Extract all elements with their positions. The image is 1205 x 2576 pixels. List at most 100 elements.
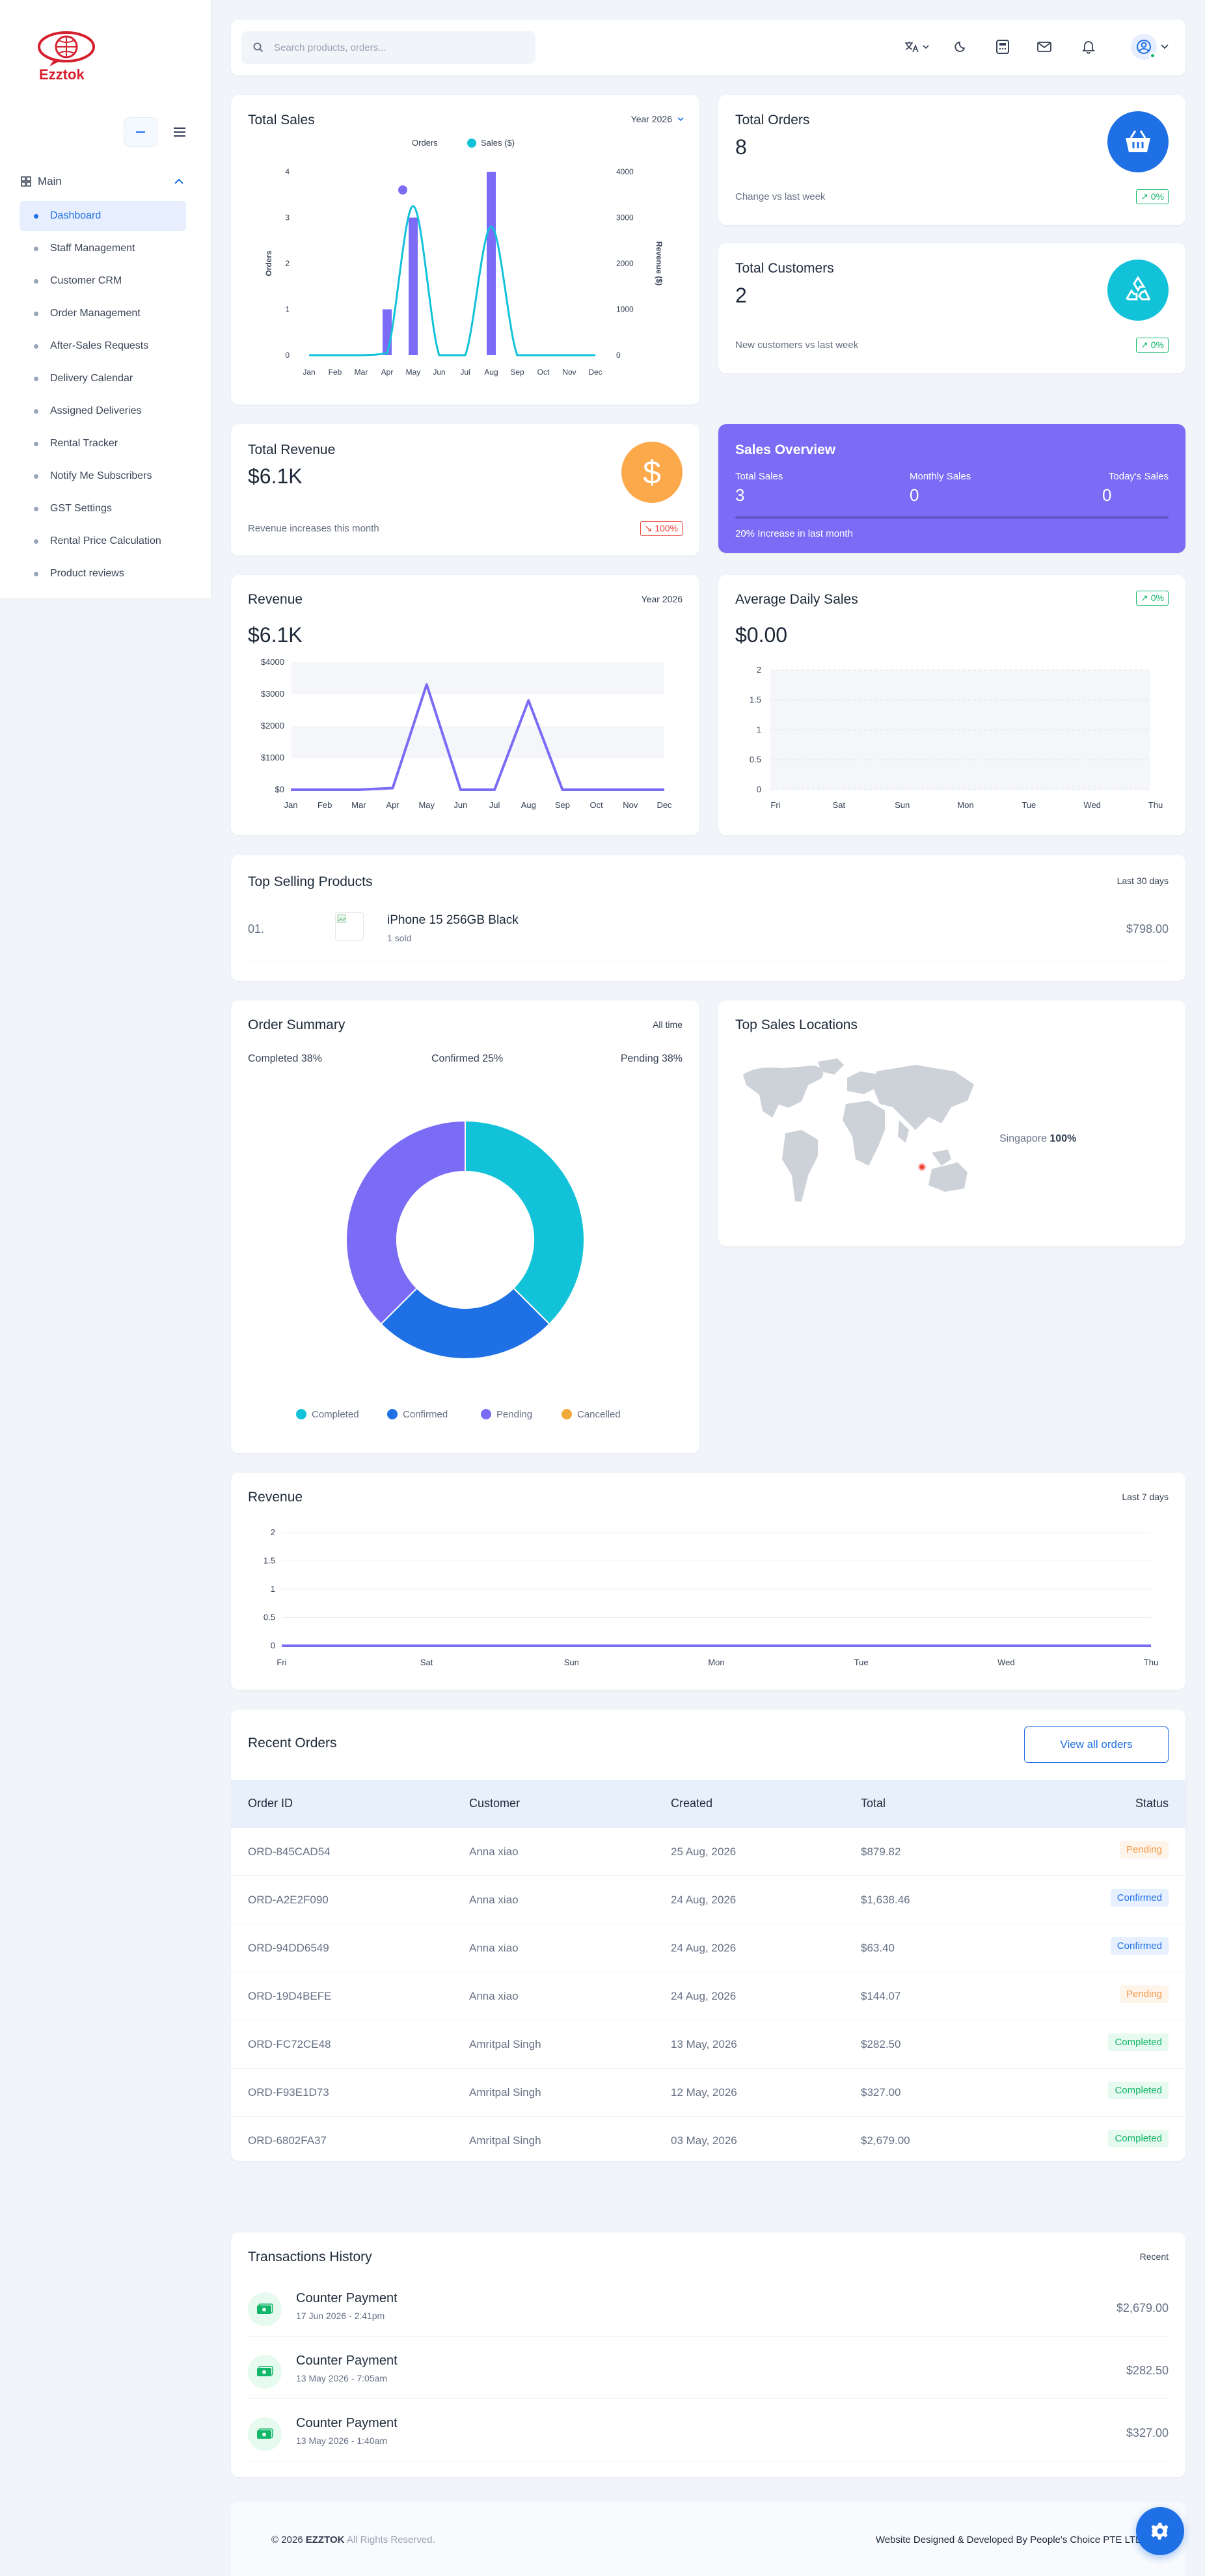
total-cell: $327.00 [861,2086,901,2099]
x-tick-label: Aug [484,368,498,377]
table-row[interactable]: ORD-94DD6549 Anna xiao 24 Aug, 2026 $63.40 C… [231,1924,1185,1972]
sidebar-item-rental-tracker[interactable]: Rental Tracker [20,429,186,459]
total-customers-change-badge: ↗ 0% [1136,338,1169,353]
customer-cell: Amritpal Singh [469,2038,541,2050]
sidebar-item-customer-crm[interactable]: Customer CRM [20,266,186,296]
messages-button[interactable] [1034,36,1055,57]
column-status[interactable]: Status [1135,1797,1169,1810]
x-tick-label: Jul [489,800,500,810]
menu-section-main[interactable]: Main [21,172,183,191]
orders-bar[interactable] [383,309,392,356]
order-id-cell[interactable]: ORD-A2E2F090 [248,1894,329,1906]
top-selling-title: Top Selling Products [248,874,373,889]
order-id-cell[interactable]: ORD-19D4BEFE [248,1990,332,2002]
transaction-item[interactable]: Counter Payment 17 Jun 2026 - 2:41pm $2,67… [248,2283,1169,2337]
sidebar-item-after-sales[interactable]: After-Sales Requests [20,331,186,361]
copyright: © 2026 EZZTOK All Rights Reserved. [271,2534,435,2545]
y-tick-label: 2 [271,1527,275,1537]
grid-band [291,726,664,758]
donut-slice-confirmed[interactable] [380,1287,550,1360]
sidebar-item-product-reviews[interactable]: Product reviews [20,559,186,589]
total-orders-card: Total Orders 8 Change vs last week ↗ 0% [718,95,1185,225]
x-tick-label: Nov [562,368,576,377]
top-bar: Search products, orders... [231,20,1185,75]
transaction-item[interactable]: Counter Payment 13 May 2026 - 7:05am $282.… [248,2346,1169,2399]
order-id-cell[interactable]: ORD-6802FA37 [248,2134,327,2147]
table-row[interactable]: ORD-6802FA37 Amritpal Singh 03 May, 2026 $2… [231,2117,1185,2161]
customer-cell: Anna xiao [469,1990,519,2002]
sidebar-item-order-management[interactable]: Order Management [20,299,186,329]
customer-cell: Anna xiao [469,1894,519,1906]
x-tick-label: Jun [454,800,467,810]
change-value: 0% [1150,340,1164,350]
sidebar-item-gst-settings[interactable]: GST Settings [20,494,186,524]
product-name[interactable]: iPhone 15 256GB Black [387,913,519,927]
notifications-button[interactable] [1078,36,1099,57]
theme-toggle-button[interactable] [951,36,971,57]
total-orders-caption: Change vs last week [735,191,826,202]
created-cell: 25 Aug, 2026 [671,1845,737,1858]
order-id-cell[interactable]: ORD-845CAD54 [248,1845,331,1858]
table-row[interactable]: ORD-845CAD54 Anna xiao 25 Aug, 2026 $879.82… [231,1828,1185,1876]
sidebar-item-delivery-calendar[interactable]: Delivery Calendar [20,364,186,394]
location-marker[interactable] [919,1164,925,1170]
transaction-item[interactable]: Counter Payment 13 May 2026 - 1:40am $327.… [248,2408,1169,2462]
total-revenue-card: Total Revenue $6.1K Revenue increases th… [231,424,699,556]
calculator-button[interactable] [992,36,1013,57]
total-cell: $63.40 [861,1942,895,1954]
table-row[interactable]: ORD-F93E1D73 Amritpal Singh 12 May, 2026 $3… [231,2069,1185,2117]
transaction-date: 13 May 2026 - 7:05am [296,2373,388,2383]
sidebar-item-assigned-deliveries[interactable]: Assigned Deliveries [20,396,186,426]
column-created[interactable]: Created [671,1797,713,1810]
table-row[interactable]: ORD-19D4BEFE Anna xiao 24 Aug, 2026 $144.07… [231,1972,1185,2020]
column-customer[interactable]: Customer [469,1797,521,1810]
orders-bar[interactable] [409,217,418,356]
table-row[interactable]: ORD-FC72CE48 Amritpal Singh 13 May, 2026 $2… [231,2020,1185,2069]
total-customers-caption: New customers vs last week [735,340,859,351]
column-order-id[interactable]: Order ID [248,1797,293,1810]
x-tick-label: Sun [895,800,910,810]
location-label: Singapore 100% [999,1133,1076,1145]
transaction-date: 13 May 2026 - 1:40am [296,2435,388,2446]
y-tick-left: 0 [285,351,290,360]
donut-slice-pending[interactable] [345,1120,466,1325]
sales-overview-progress [735,517,1169,518]
table-row[interactable]: ORD-A2E2F090 Anna xiao 24 Aug, 2026 $1,638.… [231,1876,1185,1924]
top-locations-title: Top Sales Locations [735,1017,858,1032]
settings-fab[interactable] [1136,2507,1184,2555]
row-divider [231,2068,1185,2069]
order-id-cell[interactable]: ORD-F93E1D73 [248,2086,329,2099]
order-id-cell[interactable]: ORD-94DD6549 [248,1942,329,1954]
orders-bar[interactable] [487,172,496,355]
gear-icon [1151,2523,1169,2540]
created-cell: 24 Aug, 2026 [671,1942,737,1954]
sidebar-item-rental-price[interactable]: Rental Price Calculation [20,526,186,556]
donut-slice-completed[interactable] [465,1120,586,1325]
cash-badge [248,2355,282,2389]
customer-cell: Anna xiao [469,1942,519,1954]
language-button[interactable] [901,36,934,57]
change-value: 0% [1150,593,1164,603]
profile-menu-button[interactable] [1129,33,1171,61]
sidebar-item-staff-management[interactable]: Staff Management [20,234,186,263]
x-tick-label: Oct [590,800,604,810]
total-sales-period-select[interactable]: Year 2026 [631,114,684,124]
y-tick-right: 3000 [616,213,634,222]
menu-toggle-button[interactable] [163,117,196,147]
collapse-button[interactable] [124,117,157,147]
total-cell: $282.50 [861,2038,901,2050]
column-total[interactable]: Total [861,1797,886,1810]
legend-label-pending: Pending [496,1409,532,1420]
x-tick-label: Fri [277,1657,286,1667]
cash-badge [248,2292,282,2326]
revenue-year-card: Revenue Year 2026 $6.1K $4000 $3000 $2000 $… [231,575,699,835]
x-tick-label: Apr [386,800,399,810]
sidebar-item-dashboard[interactable]: Dashboard [20,201,186,231]
period-label: Year 2026 [630,114,672,124]
status-badge: Completed [1108,2082,1169,2099]
sidebar-item-notify-me[interactable]: Notify Me Subscribers [20,461,186,491]
order-id-cell[interactable]: ORD-FC72CE48 [248,2038,331,2050]
view-all-orders-button[interactable]: View all orders [1024,1726,1169,1763]
search-input[interactable]: Search products, orders... [241,31,535,64]
